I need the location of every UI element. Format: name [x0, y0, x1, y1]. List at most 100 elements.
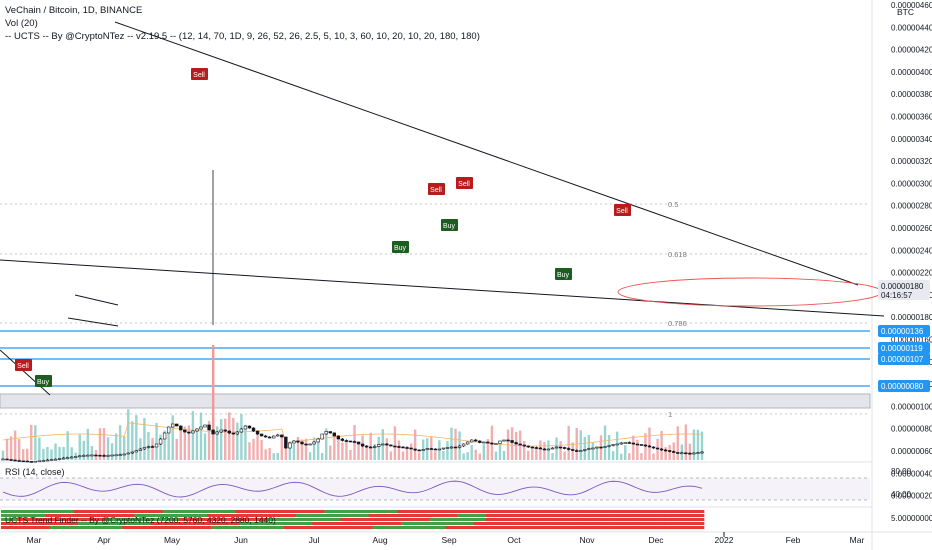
trend-cell — [239, 510, 244, 513]
candle-body — [639, 444, 644, 446]
trend-cell — [49, 518, 54, 521]
trend-cell — [437, 510, 442, 513]
trend-cell — [457, 526, 462, 529]
candle-body — [118, 454, 122, 456]
trend-cell — [384, 526, 390, 529]
volume-bar — [5, 438, 9, 460]
volume-bar — [187, 425, 191, 460]
trend-cell — [162, 518, 167, 521]
trend-cell — [0, 518, 6, 521]
candle-body — [296, 440, 300, 443]
trend-cell — [332, 522, 337, 525]
trend-cell — [267, 526, 272, 529]
trend-cell — [530, 510, 535, 513]
rsi-tick-label: 80.00 — [891, 467, 912, 476]
ucts-legend: -- UCTS -- By @CryptoNTez -- v2.19.5 -- … — [5, 31, 480, 42]
trend-cell — [615, 526, 620, 529]
trend-cell — [643, 510, 648, 513]
candle-body — [276, 434, 280, 437]
candle-body — [320, 433, 324, 440]
trend-cell — [352, 526, 357, 529]
volume-bar — [215, 426, 219, 460]
price-tick-label: 0.00000260 — [891, 224, 932, 233]
trend-cell — [441, 526, 446, 529]
volume-bar — [405, 446, 409, 460]
trend-cell — [81, 526, 87, 529]
trend-cell — [299, 518, 305, 521]
trend-cell — [182, 518, 188, 521]
candle-body — [667, 450, 672, 452]
trend-cell — [372, 522, 378, 525]
trend-cell — [522, 522, 527, 525]
trend-cell — [607, 522, 612, 525]
candle-body — [175, 423, 179, 427]
candle-body — [457, 445, 462, 448]
trend-cell — [607, 514, 612, 517]
candle-body — [417, 449, 421, 452]
volume-bar — [17, 439, 21, 460]
candle-body — [13, 459, 17, 462]
trend-cell — [655, 514, 660, 517]
volume-bar — [539, 440, 542, 460]
trend-cell — [603, 514, 608, 517]
trend-cell — [223, 518, 228, 521]
price-tick-label: 0.00000060 — [891, 447, 932, 456]
trend-cell — [223, 522, 228, 525]
trend-cell — [485, 518, 491, 521]
trend-cell — [324, 526, 329, 529]
candle-body — [98, 454, 102, 457]
trend-cell — [215, 518, 220, 521]
trend-cell — [400, 510, 406, 513]
volume-bar — [632, 435, 635, 460]
trend-cell — [340, 526, 345, 529]
trend-cell — [687, 514, 693, 517]
candle-body — [336, 435, 341, 440]
trend-cell — [37, 510, 42, 513]
trend-cell — [275, 514, 281, 517]
volume-bar — [365, 445, 368, 460]
volume-bar — [50, 449, 53, 460]
time-tick-label: Mar — [850, 535, 865, 545]
candle-body — [377, 444, 381, 447]
trend-cell — [671, 522, 677, 525]
trend-cell — [497, 510, 503, 513]
trend-cell — [312, 518, 317, 521]
trend-cell — [263, 526, 268, 529]
trend-cell — [396, 522, 402, 525]
trend-cell — [219, 514, 224, 517]
trend-cell — [651, 514, 656, 517]
trend-cell — [308, 510, 313, 513]
trend-cell — [554, 510, 559, 513]
volume-bar — [434, 451, 437, 460]
trend-cell — [33, 518, 38, 521]
trend-cell — [356, 510, 361, 513]
trend-cell — [400, 526, 406, 529]
trend-cell — [324, 514, 329, 517]
candle-body — [65, 457, 70, 459]
trend-cell — [89, 514, 95, 517]
trend-cell — [25, 510, 30, 513]
trend-cell — [631, 510, 636, 513]
trend-cell — [134, 522, 139, 525]
trend-cell — [122, 514, 127, 517]
trend-cell — [174, 518, 180, 521]
trend-cell — [138, 526, 143, 529]
trend-cell — [699, 518, 705, 521]
volume-bar — [207, 420, 211, 460]
trend-cell — [594, 518, 600, 521]
trend-cell — [598, 510, 604, 513]
trend-cell — [574, 522, 580, 525]
trend-cell — [25, 522, 30, 525]
trend-cell — [441, 522, 446, 525]
trend-cell — [611, 526, 616, 529]
trend-cell — [85, 522, 91, 525]
trend-cell — [364, 510, 369, 513]
trend-cell — [316, 510, 321, 513]
signal-badge-buy — [441, 219, 458, 231]
trend-cell — [61, 526, 66, 529]
volume-bar — [474, 449, 477, 460]
trend-cell — [388, 514, 394, 517]
candle-body — [41, 460, 46, 462]
trend-cell — [45, 510, 50, 513]
